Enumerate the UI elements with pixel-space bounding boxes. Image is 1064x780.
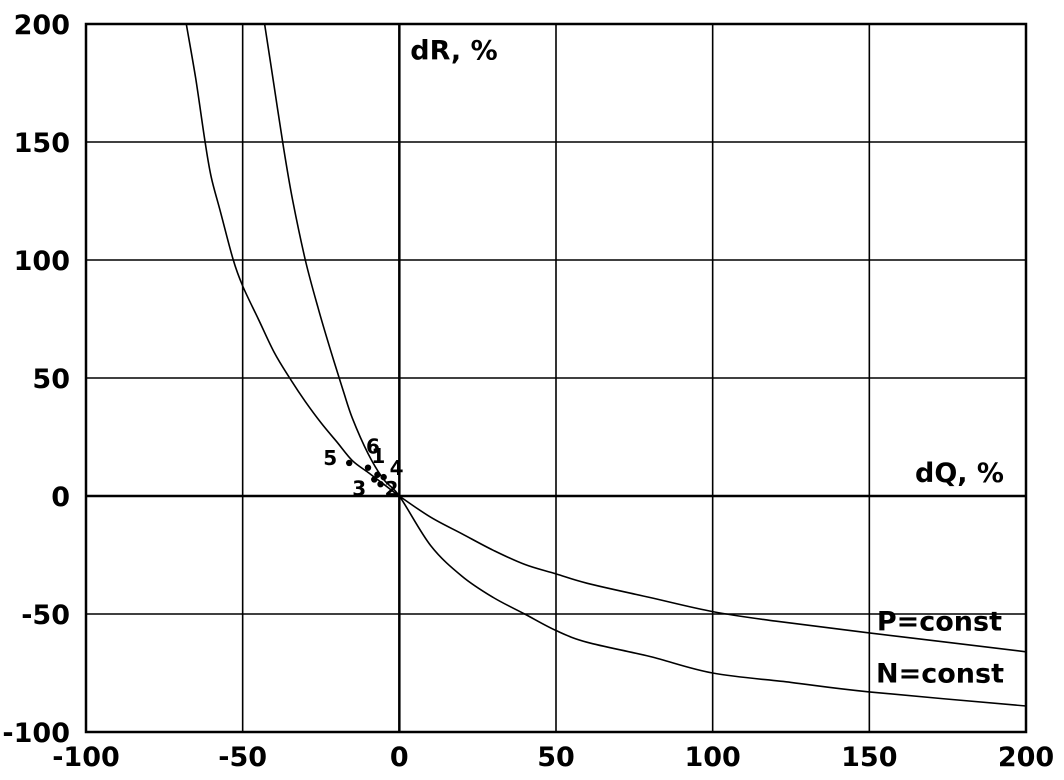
curve-p-const	[185, 23, 1027, 653]
data-point-label: 6	[366, 435, 380, 459]
curves	[185, 23, 1027, 707]
data-point-label: 1	[371, 444, 385, 468]
n-const-label: N=const	[876, 658, 1004, 689]
y-tick-label: 200	[14, 10, 70, 41]
grid	[86, 24, 1026, 732]
y-tick-label: 100	[14, 246, 70, 277]
plot-frame	[84, 22, 1028, 734]
data-point	[380, 473, 387, 481]
p-const-label: P=const	[877, 607, 1002, 638]
x-tick-label: 50	[537, 742, 575, 773]
y-tick-label: 50	[32, 364, 70, 395]
data-point	[346, 459, 353, 467]
data-point	[364, 464, 372, 471]
x-tick-label: 200	[998, 742, 1054, 773]
y-tick-label: 0	[51, 482, 70, 513]
x-axis-label: dQ, %	[915, 458, 1004, 489]
data-point-label: 5	[323, 446, 337, 470]
y-tick-labels: -100 -50 0 50 100 150 200	[2, 10, 70, 749]
data-point-label: 4	[390, 456, 404, 480]
y-tick-label: -50	[21, 600, 70, 631]
y-axis-label: dR, %	[410, 35, 497, 66]
x-tick-label: -100	[52, 742, 120, 773]
x-tick-label: 150	[841, 742, 897, 773]
x-tick-label: 0	[390, 742, 409, 773]
data-point-label: 2	[385, 477, 399, 501]
data-point	[377, 481, 384, 488]
x-tick-labels: -100 -50 0 50 100 150 200	[52, 742, 1054, 773]
data-point	[371, 476, 378, 483]
x-tick-label: -50	[218, 742, 267, 773]
y-tick-label: 150	[14, 128, 70, 159]
curve-n-const	[263, 23, 1027, 707]
x-tick-label: 100	[684, 742, 740, 773]
data-point	[374, 471, 381, 478]
y-tick-label: -100	[2, 718, 70, 749]
data-point-label: 3	[352, 476, 366, 500]
